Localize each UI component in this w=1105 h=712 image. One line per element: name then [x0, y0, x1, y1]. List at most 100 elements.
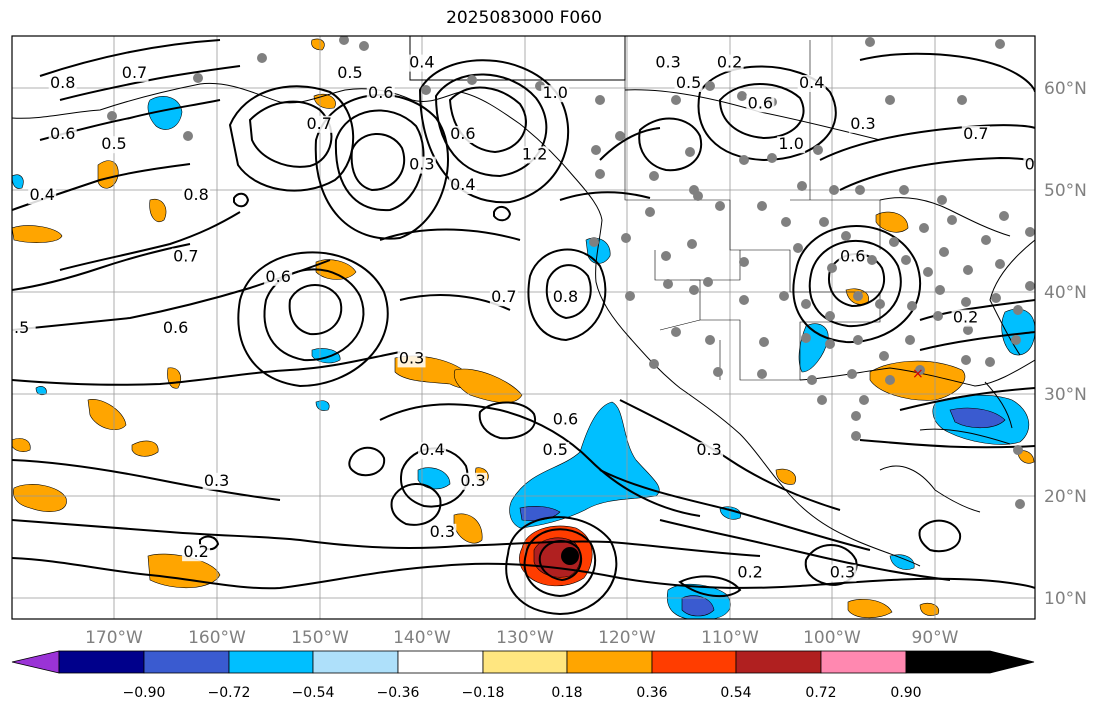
contour-label-bg	[448, 126, 477, 143]
colorbar-segment	[143, 650, 230, 674]
lon-label: 130°W	[496, 628, 554, 648]
station-markers	[107, 36, 1035, 509]
positive-anomaly-e	[453, 513, 483, 544]
negative-anomaly-south-inner	[681, 595, 715, 617]
contour-pac-ring-1	[478, 401, 537, 440]
contour-label: 0.6	[368, 83, 393, 102]
positive-anomaly-c	[311, 38, 325, 51]
lon-label: 140°W	[393, 628, 451, 648]
contour-label-bg	[264, 268, 293, 286]
contour-label: 0.3	[1086, 277, 1105, 296]
contour-hurricane-3	[505, 516, 618, 616]
positive-anomaly-dots2	[12, 438, 31, 452]
lat-label: 60°N	[1044, 79, 1087, 99]
contour-label-bg	[335, 64, 364, 82]
contour-label-layer: 0.4 0.5 0.7 0.8 0.6 0.5 0.4 0.7 0.6 0.3 0.4 0.6 1.0 1…	[12, 53, 1105, 582]
contour-label: 0.5	[337, 63, 362, 82]
contour-label: 1.0	[778, 134, 803, 153]
contour-0.6-west	[12, 243, 191, 291]
contour-low-alaska-2	[228, 85, 355, 192]
positive-anomaly-south-mex	[847, 599, 893, 619]
contour-label-bg	[674, 75, 703, 92]
contour-label-bg	[1085, 279, 1105, 296]
contour-pac-high-1	[288, 284, 343, 336]
contour-0.3-b	[379, 403, 701, 517]
contour-label-bg	[951, 309, 980, 327]
contour-pac-high-3	[237, 251, 389, 388]
colorbar-segment	[566, 650, 653, 674]
contour-label: 0.3	[655, 53, 680, 72]
contour-label: .5	[14, 318, 29, 337]
contour-label: 0.3	[399, 348, 424, 367]
positive-anomaly-ne-pac	[147, 553, 221, 589]
contour-0.7-nw	[59, 65, 241, 101]
contour-wa-high-2	[527, 248, 607, 342]
contour-label-bg	[848, 115, 877, 133]
great-lakes	[879, 197, 1011, 237]
contour-wa-high-1	[545, 264, 592, 320]
contour-label-bg	[654, 54, 683, 72]
contour-label: 0.8	[50, 73, 75, 92]
negative-anomaly-atl-inner	[949, 407, 1006, 429]
contour-lines	[12, 39, 1035, 616]
east-coast	[989, 239, 1035, 356]
contour-label-bg	[28, 187, 57, 205]
positive-anomaly-gulf	[869, 360, 966, 401]
contour-label: 0.6	[1025, 155, 1050, 174]
contour-label: 0.6	[163, 318, 188, 337]
contour-label: 0.6	[450, 124, 475, 143]
contour-label: 0.6	[265, 267, 290, 286]
contour-label: 0.7	[173, 246, 198, 265]
positive-anomaly-dots	[131, 440, 159, 457]
positive-anomaly-g	[775, 468, 796, 485]
contour-label: 0.7	[122, 63, 147, 82]
contour-0.3-a	[12, 459, 281, 501]
negative-anomaly-gulf-east	[1001, 308, 1035, 356]
colorbar-segment	[651, 650, 737, 674]
contour-label-bg	[520, 146, 549, 164]
lat-label: 40°N	[1044, 283, 1087, 303]
colorbar-tick-label: −0.54	[292, 685, 335, 701]
contour-label: 0.4	[799, 73, 824, 92]
lat-label: 10°N	[1044, 589, 1087, 609]
contour-label: 0.8	[183, 185, 208, 204]
lon-label: 100°W	[803, 628, 861, 648]
storm-x-mark: ×	[912, 366, 924, 382]
contour-label-bg	[489, 289, 518, 307]
contour-0.7-west	[59, 211, 241, 271]
contour-pac-ring-2	[348, 446, 386, 477]
map-frame	[11, 35, 1036, 620]
colorbar-segment	[312, 650, 399, 674]
positive-anomaly-b	[149, 198, 167, 222]
negative-anomaly-nw-tiny	[12, 174, 24, 189]
contour-label: 0.6	[748, 93, 773, 112]
contour-label-bg	[838, 248, 867, 266]
contour-0.8-nw	[39, 39, 221, 77]
map-title: 2025083000 F060	[446, 8, 602, 28]
contour-low-gulf-2	[334, 109, 425, 212]
contour-canada-1	[638, 117, 703, 172]
contour-label-bg	[418, 442, 447, 460]
positive-anomaly-ne-us	[875, 211, 909, 233]
colorbar-tick-label: −0.36	[377, 685, 420, 701]
contour-label-bg	[428, 523, 457, 541]
contour-label: 0.4	[450, 175, 475, 194]
lon-label: 150°W	[291, 628, 349, 648]
contour-label-bg	[459, 472, 488, 490]
contour-label: 0.5	[676, 73, 701, 92]
contour-label-bg	[366, 85, 395, 103]
contour-label-bg	[448, 177, 477, 194]
contour-label-bg	[551, 289, 580, 307]
colorbar-tick-label: −0.18	[462, 685, 505, 701]
contour-east-3	[899, 387, 1035, 411]
lat-label: 30°N	[1044, 385, 1087, 405]
colorbar-tick-label: 0.72	[805, 685, 836, 701]
contour-label-bg	[746, 95, 775, 113]
contour-label-bg	[961, 126, 990, 143]
contour-label: 0.7	[491, 287, 516, 306]
colorbar-tick-label: 0.18	[551, 685, 582, 701]
contour-label-bg	[171, 248, 200, 266]
colorbar: −0.90 −0.72 −0.54 −0.36 −0.18 0.18 0.36 …	[11, 650, 1035, 701]
contour-label: 0.3	[850, 114, 875, 133]
